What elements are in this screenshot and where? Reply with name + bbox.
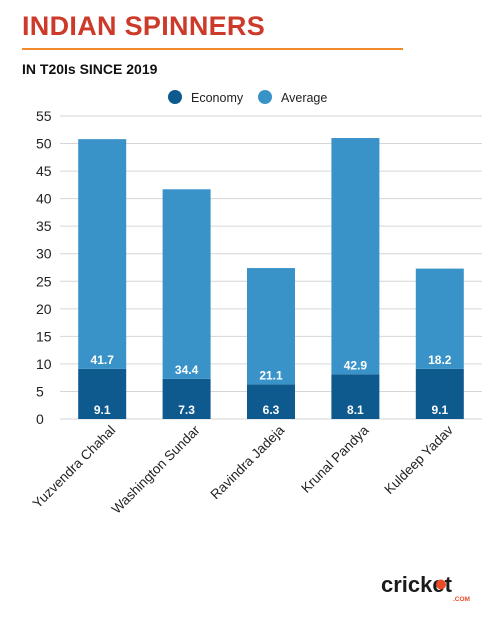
y-tick-label: 25: [36, 273, 52, 289]
bar-data-label: 18.2: [428, 353, 452, 367]
bar-segment: [331, 138, 380, 375]
y-tick-label: 20: [36, 301, 52, 317]
logo-ball-icon: [436, 579, 446, 590]
bar-data-label: 8.1: [347, 403, 364, 417]
x-category-label: Yuzvendra Chahal: [30, 423, 119, 512]
bar-segment: [247, 384, 295, 419]
y-tick-label: 50: [36, 136, 52, 152]
bar-segment: [78, 139, 127, 369]
legend-label: Economy: [191, 91, 244, 105]
bar-data-label: 21.1: [259, 368, 283, 382]
bar-segment: [247, 268, 295, 385]
chart-title: INDIAN SPINNERS: [22, 11, 266, 41]
bar-segment: [415, 268, 464, 369]
y-tick-label: 30: [36, 246, 52, 262]
chart-subtitle: IN T20Is SINCE 2019: [22, 61, 158, 77]
title-underline: [22, 48, 403, 50]
x-category-label: Kuldeep Yadav: [381, 422, 456, 497]
legend-marker: [258, 90, 272, 104]
legend-marker: [168, 90, 182, 104]
y-tick-label: 5: [36, 383, 44, 399]
bar-data-label: 42.9: [344, 358, 368, 372]
legend-label: Average: [281, 91, 327, 105]
y-tick-label: 55: [36, 108, 52, 124]
y-tick-label: 10: [36, 356, 52, 372]
x-category-label: Washington Sundar: [109, 422, 203, 516]
bar-data-label: 6.3: [263, 403, 280, 417]
bar-segment: [415, 368, 464, 419]
x-category-label: Ravindra Jadeja: [208, 422, 288, 502]
x-category-label: Krunal Pandya: [298, 422, 372, 496]
bar-segment: [162, 378, 211, 419]
bar-segment: [78, 368, 127, 419]
y-tick-label: 0: [36, 411, 44, 427]
bar-data-label: 34.4: [175, 363, 199, 377]
bar-segment: [331, 374, 380, 419]
y-tick-label: 15: [36, 328, 52, 344]
y-tick-label: 35: [36, 218, 52, 234]
bar-data-label: 9.1: [431, 403, 448, 417]
y-tick-label: 45: [36, 163, 52, 179]
logo-suffix: .COM: [453, 596, 470, 603]
y-tick-label: 40: [36, 191, 52, 207]
cricket-com-logo: cricket .COM: [381, 572, 470, 603]
bar-data-label: 7.3: [178, 403, 195, 417]
bar-segment: [162, 189, 211, 379]
bar-data-label: 41.7: [91, 353, 115, 367]
bar-data-label: 9.1: [94, 403, 111, 417]
